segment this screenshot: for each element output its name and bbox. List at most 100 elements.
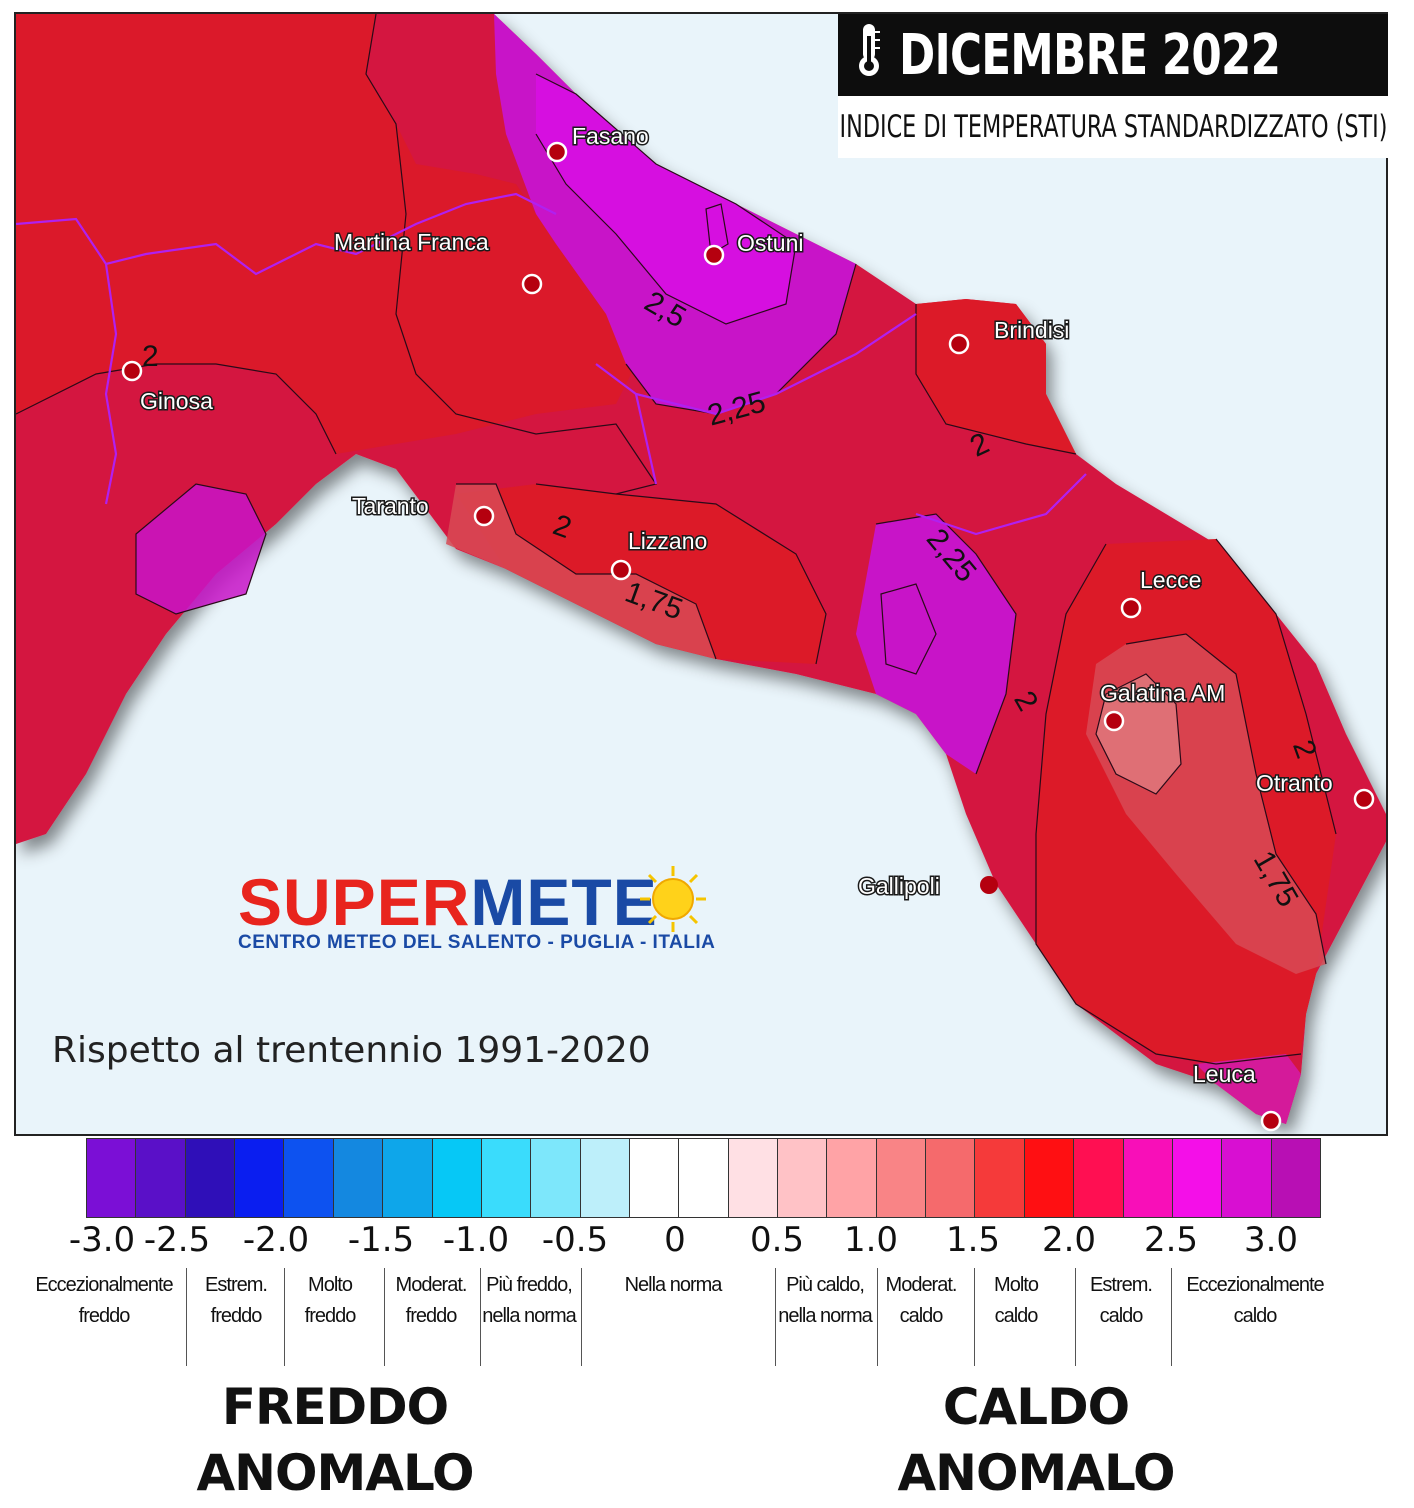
scale-category: Molto caldo (994, 1270, 1039, 1332)
category-line1: Più caldo, (786, 1274, 865, 1296)
scale-swatch (679, 1139, 729, 1217)
zone-magenta-ginosa (136, 484, 266, 614)
scale-swatch (87, 1139, 137, 1217)
scale-swatch (531, 1139, 581, 1217)
logo-tagline: CENTRO METEO DEL SALENTO - PUGLIA - ITAL… (238, 932, 716, 953)
scale-tick-label: -0.5 (541, 1220, 609, 1260)
category-line1: Molto (994, 1274, 1039, 1296)
category-line2: caldo (994, 1305, 1039, 1327)
city-label-leuca: Leuca (1193, 1061, 1256, 1087)
category-line2: caldo (1233, 1305, 1278, 1327)
scale-category: Estrem. caldo (1090, 1270, 1153, 1332)
subtitle-banner: INDICE DI TEMPERATURA STANDARDIZZATO (ST… (838, 96, 1388, 158)
scale-swatch (235, 1139, 285, 1217)
scale-swatch (778, 1139, 828, 1217)
scale-swatch (432, 1139, 482, 1217)
category-line2: caldo (1099, 1305, 1144, 1327)
scale-swatch (926, 1139, 976, 1217)
sun-icon (640, 866, 706, 932)
scale-swatch (629, 1139, 680, 1217)
logo-super: SUPER (238, 865, 471, 939)
cold-label-line2: ANOMALO (196, 1444, 474, 1502)
category-line2: nella norma (482, 1305, 577, 1327)
scale-category: Molto freddo (305, 1270, 357, 1332)
category-line1: Estrem. (1090, 1274, 1153, 1296)
city-markers (121, 141, 1375, 1132)
scale-tick-label: -1.0 (442, 1220, 510, 1260)
city-marker-brindisi (948, 333, 970, 355)
city-marker-ostuni (703, 244, 725, 266)
scale-swatch (1172, 1139, 1223, 1217)
color-scale (86, 1138, 1321, 1218)
city-label-brindisi: Brindisi (994, 317, 1069, 343)
category-separator (284, 1268, 285, 1366)
city-label-lizzano: Lizzano (628, 528, 707, 554)
province-borders (16, 192, 1087, 536)
category-line1: Estrem. (205, 1274, 268, 1296)
page-subtitle: INDICE DI TEMPERATURA STANDARDIZZATO (ST… (839, 109, 1387, 145)
city-label-otranto: Otranto (1256, 770, 1333, 796)
scale-swatch (481, 1139, 532, 1217)
category-separator (974, 1268, 975, 1366)
category-line2: freddo (405, 1305, 458, 1327)
category-line1: Più freddo, (486, 1274, 573, 1296)
city-marker-taranto (473, 505, 495, 527)
scale-swatch (333, 1139, 384, 1217)
logo-mete: METE (470, 865, 658, 939)
scale-tick-label: -2.5 (143, 1220, 211, 1260)
scale-category: Moderat. freddo (396, 1270, 468, 1332)
scale-swatch (136, 1139, 186, 1217)
scale-tick-label: 1.5 (945, 1220, 1001, 1260)
scale-swatch (284, 1139, 334, 1217)
supermeteo-logo: SUPERMETE CENTRO METEO DEL SALENTO - PUG… (238, 864, 718, 964)
city-label-taranto: Taranto (352, 493, 429, 519)
city-label-fasano: Fasano (572, 123, 649, 149)
zone-lightest-galatina (1096, 674, 1181, 794)
category-line2: nella norma (778, 1305, 873, 1327)
city-marker-ginosa (121, 360, 143, 382)
scale-category: Nella norma (624, 1270, 723, 1301)
map-area: 2,5 2,25 2 2 2 1,75 2,25 2 2 1,75 (14, 12, 1388, 1136)
thermometer-icon (838, 22, 899, 89)
zone-magenta-leuca (1196, 1054, 1301, 1124)
category-separator (1075, 1268, 1076, 1366)
scale-swatch (827, 1139, 877, 1217)
category-line1: Molto (308, 1274, 353, 1296)
category-separator (877, 1268, 878, 1366)
title-banner: DICEMBRE 2022 (838, 14, 1388, 96)
scale-swatch (580, 1139, 630, 1217)
city-marker-fasano (546, 141, 568, 163)
city-marker-martina-franca (521, 273, 543, 295)
city-labels: Fasano Martina Franca Ostuni Brindisi Gi… (139, 122, 1335, 1089)
category-separator (581, 1268, 582, 1366)
sti-map: 2,5 2,25 2 2 2 1,75 2,25 2 2 1,75 (16, 14, 1386, 1134)
scale-category: Moderat. caldo (885, 1270, 958, 1332)
scale-swatch (1123, 1139, 1173, 1217)
category-separator (1171, 1268, 1172, 1366)
city-label-gallipoli: Gallipoli (858, 873, 940, 899)
city-marker-galatina (1103, 710, 1125, 732)
scale-category: Eccezionalmente caldo (1186, 1270, 1324, 1332)
contour-label: 2 (142, 340, 159, 373)
logo-wordmark: SUPERMETE (238, 864, 718, 940)
scale-tick-label: 2.5 (1143, 1220, 1199, 1260)
category-line2: freddo (210, 1305, 263, 1327)
scale-tick-label: 2.0 (1041, 1220, 1097, 1260)
city-label-galatina: Galatina AM (1100, 680, 1225, 706)
warm-label-line2: ANOMALO (897, 1444, 1175, 1502)
category-line1: Moderat. (885, 1274, 958, 1296)
scale-tick-label: -3.0 (68, 1220, 136, 1260)
zone-magenta-ostuni-core (536, 74, 796, 324)
category-line2: freddo (78, 1305, 131, 1327)
scale-tick-label: -1.5 (347, 1220, 415, 1260)
scale-swatch (185, 1139, 236, 1217)
city-marker-otranto (1353, 788, 1375, 810)
city-marker-lecce (1120, 597, 1142, 619)
scale-swatch (1271, 1139, 1320, 1217)
scale-tick-label: -2.0 (242, 1220, 310, 1260)
category-line1: Nella norma (624, 1274, 723, 1296)
reference-period-note: Rispetto al trentennio 1991-2020 (52, 1030, 651, 1071)
scale-swatch (876, 1139, 927, 1217)
category-separator (775, 1268, 776, 1366)
category-line2: caldo (899, 1305, 944, 1327)
